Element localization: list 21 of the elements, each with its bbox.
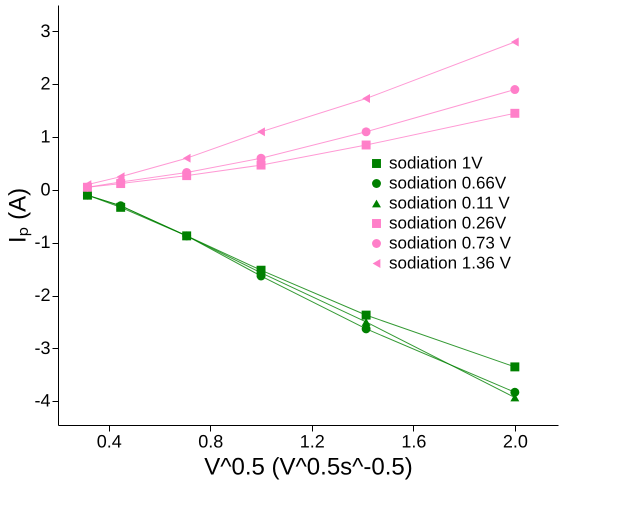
x-tick-label: 0.8 xyxy=(198,432,224,452)
x-tick-label: 0.4 xyxy=(96,432,122,452)
legend-label: sodiation 0.73 V xyxy=(389,234,512,252)
x-tick-label: 2.0 xyxy=(502,432,528,452)
x-tick-label: 1.2 xyxy=(300,432,325,452)
legend-label: sodiation 0.66V xyxy=(389,174,507,192)
y-tick-label: 2 xyxy=(40,74,50,94)
y-tick-label: -2 xyxy=(34,285,50,306)
legend-label: sodiation 1.36 V xyxy=(389,254,512,272)
y-tick-label: 0 xyxy=(40,179,50,200)
legend-label: sodiation 1V xyxy=(389,154,484,172)
legend-label: sodiation 0.11 V xyxy=(389,194,510,212)
y-tick-label: -3 xyxy=(34,338,50,358)
x-axis-title: V^0.5 (V^0.5s^-0.5) xyxy=(204,454,413,480)
y-tick-label: 3 xyxy=(40,20,50,41)
x-tick-label: 1.6 xyxy=(401,432,426,452)
y-tick-label: -1 xyxy=(34,232,50,252)
y-tick-label: -4 xyxy=(34,390,50,411)
legend-label: sodiation 0.26V xyxy=(389,214,507,232)
y-axis-title: Iₚ (A) xyxy=(4,188,32,244)
y-tick-label: 1 xyxy=(40,126,50,147)
